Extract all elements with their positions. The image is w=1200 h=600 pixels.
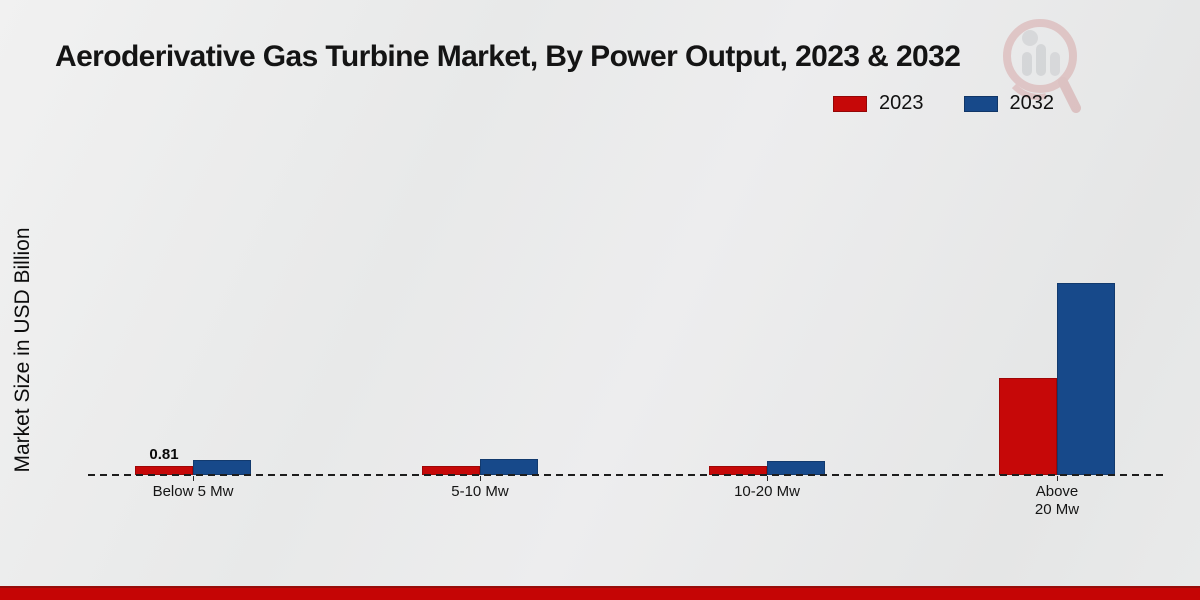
bar-2032-above-20-mw	[1057, 283, 1115, 475]
bar-value-label: 0.81	[149, 446, 179, 463]
legend: 2023 2032	[833, 92, 1054, 115]
bar-2023-above-20-mw	[999, 378, 1057, 475]
x-axis-tick	[767, 476, 768, 481]
legend-item-2023: 2023	[833, 92, 924, 115]
chart-title: Aeroderivative Gas Turbine Market, By Po…	[55, 40, 961, 73]
x-tick-label: 5-10 Mw	[451, 483, 509, 500]
bar-2032-5-10-mw	[480, 459, 538, 475]
bar-2023-10-20-mw	[709, 466, 767, 475]
legend-label-2032: 2032	[1009, 92, 1055, 114]
bar-2023-below-5-mw	[135, 466, 193, 475]
x-tick-label: 10-20 Mw	[734, 483, 800, 500]
footer-accent-bar	[0, 586, 1200, 600]
x-tick-label: Below 5 Mw	[152, 483, 234, 500]
magnifier-barchart-logo-icon	[1003, 19, 1081, 113]
x-tick-label: Above 20 Mw	[1034, 483, 1080, 518]
x-axis-tick	[193, 476, 194, 481]
x-axis-tick	[1057, 476, 1058, 481]
bar-2032-10-20-mw	[767, 461, 825, 475]
legend-item-2032: 2032	[963, 92, 1055, 115]
bar-2023-5-10-mw	[422, 466, 480, 475]
x-axis-dashed-line	[88, 474, 1164, 476]
x-axis-tick	[480, 476, 481, 481]
legend-label-2023: 2023	[879, 92, 924, 114]
bar-2032-below-5-mw	[193, 460, 251, 475]
legend-swatch-2023	[833, 95, 867, 112]
legend-swatch-2032	[963, 95, 998, 112]
market-research-watermark	[1000, 16, 1084, 119]
y-axis-title: Market Size in USD Billion	[11, 227, 34, 473]
